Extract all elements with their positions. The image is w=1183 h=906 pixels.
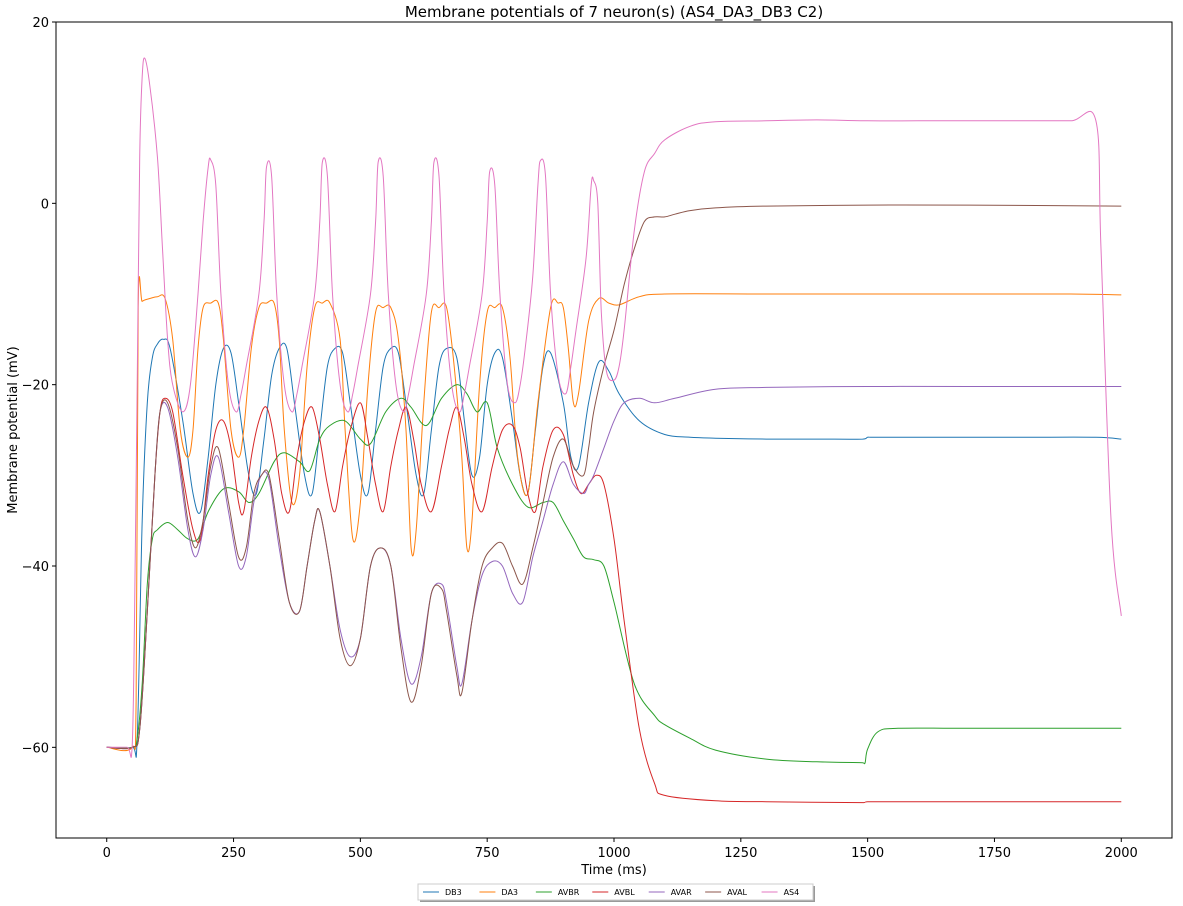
legend-label-db3: DB3: [445, 888, 462, 897]
legend-box: [417, 883, 814, 901]
x-tick-label: 2000: [1105, 846, 1138, 861]
x-tick-label: 1000: [597, 846, 630, 861]
series-line-aval: [106, 204, 1122, 750]
x-tick-label: 0: [103, 846, 111, 861]
y-tick-label: 0: [41, 197, 49, 212]
chart-title: Membrane potentials of 7 neuron(s) (AS4_…: [405, 3, 823, 22]
x-tick-label: 750: [475, 846, 500, 861]
y-tick-label: 20: [32, 16, 49, 31]
y-tick-label: −20: [22, 379, 49, 394]
legend-label-avar: AVAR: [671, 888, 692, 897]
y-tick-label: −40: [22, 560, 49, 575]
legend: DB3 DA3 AVBR AVBL AVAR AVAL AS4: [417, 883, 815, 902]
legend-label-avbr: AVBR: [558, 888, 580, 897]
legend-label-as4: AS4: [784, 888, 800, 897]
x-tick-label: 1250: [724, 846, 757, 861]
series-lines: [106, 57, 1122, 804]
y-axis-label: Membrane potential (mV): [6, 346, 21, 513]
plot-frame: [55, 21, 1173, 839]
x-tick-label: 1750: [978, 846, 1011, 861]
y-axis: −60 −40 −20 0 20: [22, 16, 56, 756]
x-axis: 0 250 500 750 1000 1250 1500 1750 2000: [103, 838, 1138, 861]
x-tick-label: 1500: [851, 846, 884, 861]
legend-label-aval: AVAL: [727, 888, 747, 897]
legend-label-da3: DA3: [501, 888, 518, 897]
series-line-avbl: [106, 397, 1122, 804]
x-axis-label: Time (ms): [580, 863, 647, 878]
series-line-db3: [106, 338, 1122, 758]
x-tick-label: 500: [348, 846, 373, 861]
y-tick-label: −60: [22, 741, 49, 756]
series-line-as4: [106, 57, 1122, 758]
series-line-avar: [106, 385, 1122, 750]
legend-label-avbl: AVBL: [614, 888, 635, 897]
x-tick-label: 250: [221, 846, 246, 861]
series-line-da3: [106, 276, 1122, 752]
series-line-avbr: [106, 384, 1122, 765]
